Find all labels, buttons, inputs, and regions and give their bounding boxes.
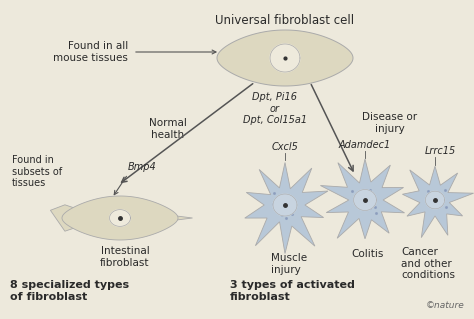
Polygon shape xyxy=(217,30,353,86)
Polygon shape xyxy=(109,210,130,226)
Polygon shape xyxy=(270,44,300,72)
Text: ©nature: ©nature xyxy=(426,301,465,310)
Text: Muscle
injury: Muscle injury xyxy=(271,253,307,275)
Text: Cancer
and other
conditions: Cancer and other conditions xyxy=(401,247,455,280)
Polygon shape xyxy=(62,196,178,240)
Text: 8 specialized types
of fibroblast: 8 specialized types of fibroblast xyxy=(10,280,129,302)
Polygon shape xyxy=(320,159,404,239)
Text: Found in
subsets of
tissues: Found in subsets of tissues xyxy=(12,155,62,188)
Polygon shape xyxy=(354,189,376,211)
Text: Found in all
mouse tissues: Found in all mouse tissues xyxy=(53,41,128,63)
Text: Colitis: Colitis xyxy=(351,249,383,259)
Text: 3 types of activated
fibroblast: 3 types of activated fibroblast xyxy=(230,280,355,302)
Text: Normal
health: Normal health xyxy=(149,118,187,140)
Text: Cxcl5: Cxcl5 xyxy=(272,142,299,152)
Text: Disease or
injury: Disease or injury xyxy=(363,112,418,134)
Polygon shape xyxy=(425,191,445,209)
Text: Bmp4: Bmp4 xyxy=(128,162,157,172)
Text: Universal fibroblast cell: Universal fibroblast cell xyxy=(216,14,355,27)
Text: Lrrc15: Lrrc15 xyxy=(424,146,456,156)
Polygon shape xyxy=(149,212,192,224)
Text: Dpt, Pi16
or
Dpt, Col15a1: Dpt, Pi16 or Dpt, Col15a1 xyxy=(243,92,307,125)
Polygon shape xyxy=(245,162,328,254)
Text: Intestinal
fibroblast: Intestinal fibroblast xyxy=(100,246,150,268)
Polygon shape xyxy=(273,194,297,216)
Polygon shape xyxy=(402,166,474,238)
Polygon shape xyxy=(50,205,91,231)
Text: Adamdec1: Adamdec1 xyxy=(339,140,391,150)
